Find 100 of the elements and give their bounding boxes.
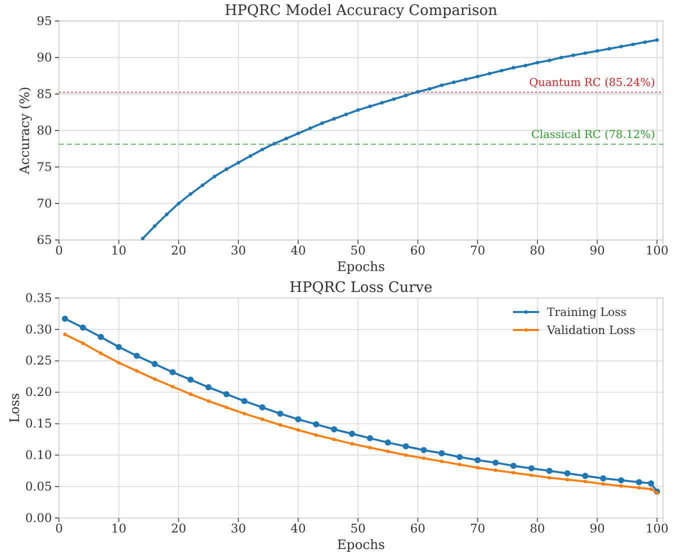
point	[494, 468, 498, 472]
legend-label: Training Loss	[547, 305, 627, 319]
x-tick-label: 70	[470, 244, 486, 258]
point	[440, 83, 444, 88]
point	[380, 100, 384, 105]
point	[260, 148, 264, 152]
point	[618, 477, 624, 484]
point	[464, 78, 468, 82]
point	[170, 384, 174, 388]
point	[81, 341, 85, 346]
point	[548, 58, 552, 62]
point	[458, 462, 462, 466]
x-tick-label: 40	[290, 522, 306, 536]
point	[206, 399, 210, 403]
point	[332, 438, 336, 442]
x-tick-label: 100	[646, 244, 668, 258]
x-tick-label: 80	[530, 522, 546, 536]
point	[170, 369, 176, 376]
point	[164, 212, 168, 216]
point	[655, 38, 659, 42]
point	[241, 398, 248, 404]
point	[530, 473, 534, 478]
point	[476, 466, 480, 470]
x-tick-label: 20	[170, 244, 186, 258]
point	[546, 468, 552, 474]
point	[212, 174, 216, 178]
x-tick-label: 100	[646, 522, 668, 536]
point	[344, 112, 348, 116]
point	[331, 426, 338, 432]
ref-line-label: Classical RC (78.12%)	[531, 128, 655, 142]
point	[296, 132, 300, 136]
y-tick-label: 0.15	[25, 416, 52, 431]
point	[619, 484, 623, 488]
point	[548, 476, 552, 480]
point	[572, 54, 576, 58]
point	[356, 108, 360, 112]
point	[224, 406, 228, 410]
chart-title: HPQRC Loss Curve	[290, 280, 432, 296]
point	[296, 428, 300, 432]
point	[595, 49, 599, 53]
point	[116, 344, 122, 350]
y-tick-label: 70	[36, 196, 52, 210]
point	[332, 117, 336, 121]
point	[528, 465, 535, 472]
point	[607, 46, 611, 51]
point	[583, 480, 588, 484]
point	[476, 74, 480, 78]
point	[404, 453, 408, 457]
point	[524, 64, 528, 68]
x-tick-label: 50	[350, 522, 366, 536]
point	[350, 442, 354, 446]
point	[117, 360, 121, 365]
y-tick-label: 75	[36, 160, 52, 174]
point	[224, 167, 228, 171]
point	[366, 435, 374, 442]
x-tick-label: 60	[410, 522, 426, 536]
point	[63, 332, 67, 336]
point	[643, 40, 647, 44]
x-tick-label: 10	[111, 244, 126, 258]
point	[456, 454, 463, 460]
point	[188, 192, 192, 196]
point	[277, 410, 284, 417]
x-tick-label: 0	[55, 522, 63, 536]
point	[236, 160, 240, 164]
y-tick-label: 80	[36, 123, 52, 138]
point	[295, 416, 302, 422]
x-axis-title: Epochs	[337, 260, 385, 275]
y-tick-label: 0.20	[25, 385, 52, 400]
point	[564, 470, 570, 476]
x-tick-label: 80	[530, 244, 546, 258]
point	[259, 404, 266, 410]
point	[98, 334, 104, 340]
point	[386, 450, 390, 454]
point	[392, 97, 396, 101]
point	[422, 456, 426, 460]
y-tick-label: 85	[36, 86, 52, 101]
point	[402, 443, 409, 450]
x-tick-label: 30	[230, 522, 246, 536]
point	[200, 183, 204, 188]
point	[134, 352, 140, 359]
point	[248, 154, 252, 158]
x-tick-label: 20	[170, 522, 186, 536]
point	[187, 376, 194, 383]
y-axis-title: Loss	[8, 393, 23, 423]
point	[636, 479, 642, 486]
x-axis-title: Epochs	[337, 538, 385, 553]
point	[492, 460, 499, 466]
point	[488, 72, 492, 76]
point	[500, 68, 504, 72]
point	[536, 60, 540, 64]
x-tick-label: 50	[350, 244, 366, 258]
point	[601, 482, 605, 486]
point	[152, 360, 158, 368]
point	[368, 104, 372, 108]
y-tick-label: 95	[36, 14, 52, 28]
point	[474, 457, 481, 464]
legend-label: Validation Loss	[546, 323, 636, 337]
point	[582, 472, 588, 479]
point	[176, 202, 180, 206]
point	[188, 392, 192, 396]
